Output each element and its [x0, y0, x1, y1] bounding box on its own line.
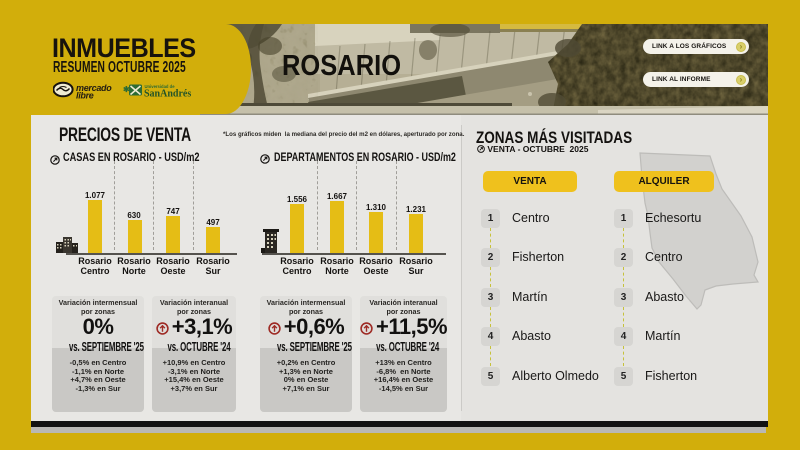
svg-text:SanAndrés: SanAndrés [144, 89, 191, 99]
svg-text:Universidad de: Universidad de [145, 84, 176, 89]
svg-text:libre: libre [76, 91, 94, 100]
svg-text:mercado: mercado [76, 83, 112, 93]
svg-text:✱: ✱ [123, 85, 130, 94]
